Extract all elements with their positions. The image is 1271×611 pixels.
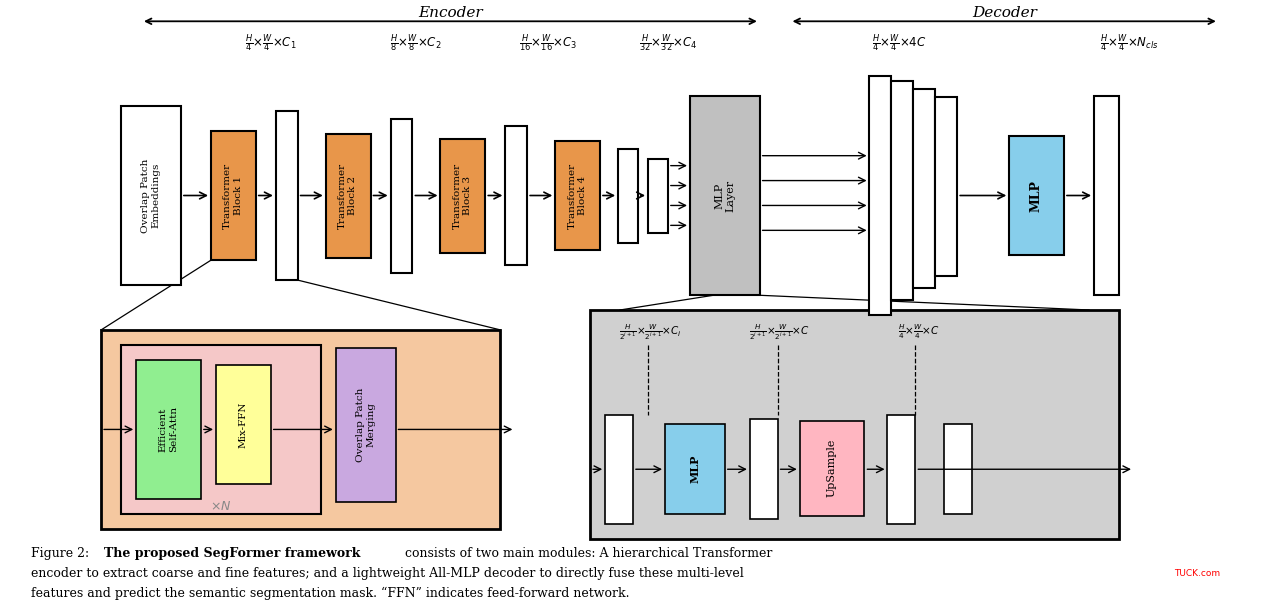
Bar: [618, 148, 638, 243]
Text: $\frac{H}{2^{i+1}}{\times}\frac{W}{2^{i+1}}{\times}C_i$: $\frac{H}{2^{i+1}}{\times}\frac{W}{2^{i+…: [619, 322, 681, 342]
Text: Transformer
Block 2: Transformer Block 2: [338, 163, 357, 229]
Text: Decoder: Decoder: [972, 6, 1037, 20]
Text: UpSample: UpSample: [826, 439, 836, 497]
Text: TUCK.com: TUCK.com: [1174, 569, 1220, 578]
Bar: [1009, 136, 1064, 255]
Bar: [944, 425, 972, 514]
Bar: [216, 365, 271, 484]
Text: Overlap Patch
Embeddings: Overlap Patch Embeddings: [141, 158, 160, 233]
Bar: [914, 89, 935, 288]
Text: Encoder: Encoder: [418, 6, 483, 20]
Bar: [887, 414, 915, 524]
Text: consists of two main modules: A hierarchical Transformer: consists of two main modules: A hierarch…: [400, 547, 771, 560]
Bar: [605, 414, 633, 524]
Bar: [121, 106, 180, 285]
Bar: [136, 360, 201, 499]
Text: $\frac{H}{4}{\times}\frac{W}{4}{\times}C$: $\frac{H}{4}{\times}\frac{W}{4}{\times}C…: [899, 323, 941, 341]
Text: encoder to extract coarse and fine features; and a lightweight All-MLP decoder t: encoder to extract coarse and fine featu…: [32, 567, 744, 580]
Text: $\frac{H}{16}{\times}\frac{W}{16}{\times}C_3$: $\frac{H}{16}{\times}\frac{W}{16}{\times…: [519, 32, 577, 54]
Text: MLP: MLP: [689, 455, 700, 483]
Bar: [590, 310, 1118, 539]
Bar: [121, 345, 320, 514]
Text: Figure 2:: Figure 2:: [32, 547, 94, 560]
Text: $\frac{H}{4}{\times}\frac{W}{4}{\times}C_1$: $\frac{H}{4}{\times}\frac{W}{4}{\times}C…: [245, 32, 296, 54]
Bar: [336, 348, 395, 502]
Text: $\frac{H}{4}{\times}\frac{W}{4}{\times}N_{cls}$: $\frac{H}{4}{\times}\frac{W}{4}{\times}N…: [1099, 32, 1158, 54]
Bar: [799, 422, 864, 516]
Text: MLP: MLP: [1030, 180, 1042, 211]
Text: The proposed SegFormer framework: The proposed SegFormer framework: [104, 547, 361, 560]
Text: Transformer
Block 4: Transformer Block 4: [567, 163, 587, 229]
Text: $\frac{H}{8}{\times}\frac{W}{8}{\times}C_2$: $\frac{H}{8}{\times}\frac{W}{8}{\times}C…: [390, 32, 441, 54]
Bar: [690, 96, 760, 295]
Bar: [665, 425, 724, 514]
Bar: [648, 159, 669, 233]
Text: $\frac{H}{32}{\times}\frac{W}{32}{\times}C_4$: $\frac{H}{32}{\times}\frac{W}{32}{\times…: [638, 32, 698, 54]
Text: $\frac{H}{2^{i+1}}{\times}\frac{W}{2^{i+1}}{\times}C$: $\frac{H}{2^{i+1}}{\times}\frac{W}{2^{i+…: [750, 322, 810, 342]
Bar: [869, 76, 891, 315]
Text: MLP
Layer: MLP Layer: [714, 180, 736, 211]
Text: Efficient
Self-Attn: Efficient Self-Attn: [159, 406, 178, 453]
Bar: [555, 141, 600, 251]
Text: Mix-FFN: Mix-FFN: [239, 401, 248, 448]
Bar: [211, 131, 255, 260]
Bar: [506, 126, 527, 265]
Bar: [276, 111, 297, 280]
Bar: [102, 330, 501, 529]
Text: Transformer
Block 3: Transformer Block 3: [452, 163, 472, 229]
Bar: [325, 134, 371, 258]
Text: Overlap Patch
Merging: Overlap Patch Merging: [356, 387, 375, 462]
Bar: [891, 81, 914, 300]
Bar: [935, 97, 957, 276]
Text: $\times N$: $\times N$: [210, 500, 231, 513]
Text: Transformer
Block 1: Transformer Block 1: [224, 163, 243, 229]
Bar: [750, 420, 778, 519]
Bar: [441, 139, 486, 253]
Text: $\frac{H}{4}{\times}\frac{W}{4}{\times}4C$: $\frac{H}{4}{\times}\frac{W}{4}{\times}4…: [872, 32, 927, 54]
Text: features and predict the semantic segmentation mask. “FFN” indicates feed-forwar: features and predict the semantic segmen…: [32, 587, 630, 600]
Bar: [1094, 96, 1118, 295]
Bar: [390, 119, 413, 273]
